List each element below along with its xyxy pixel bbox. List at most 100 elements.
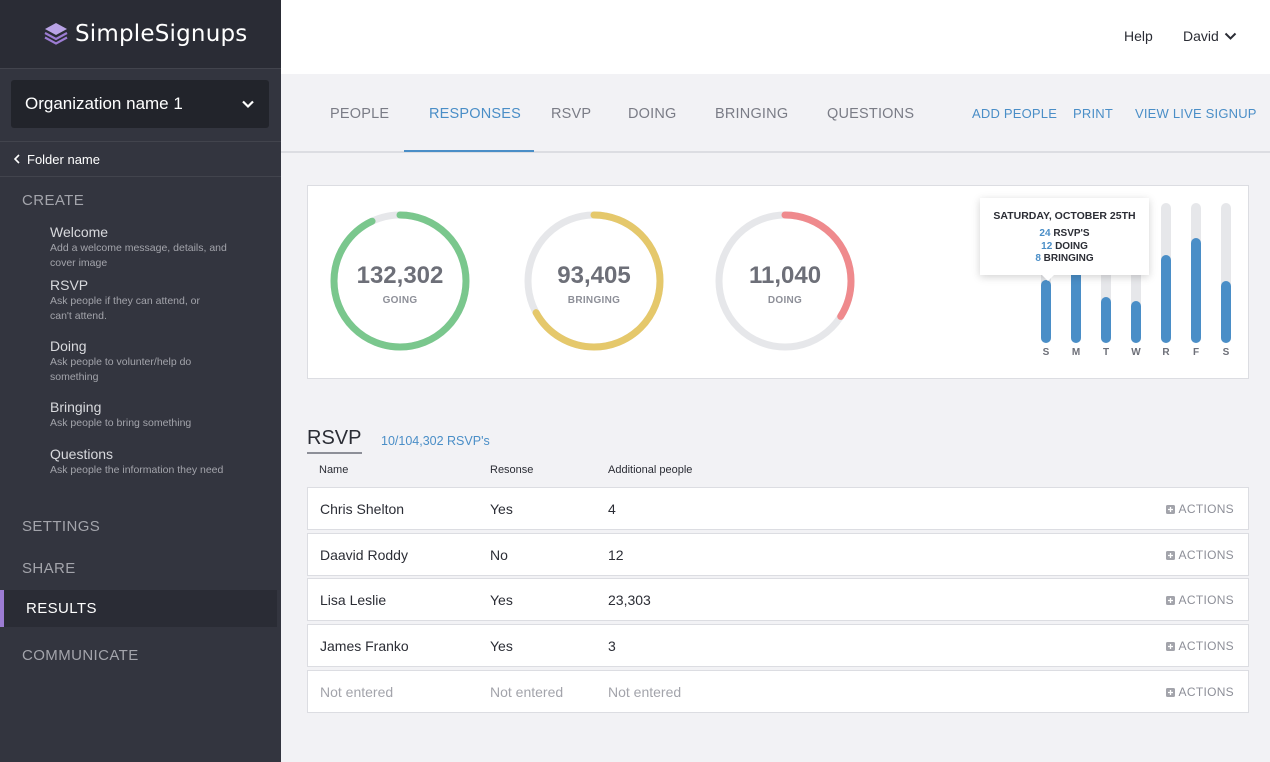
- column-header-name[interactable]: Name: [319, 464, 349, 476]
- folder-back-link[interactable]: Folder name: [0, 142, 281, 177]
- sidebar-item-welcome[interactable]: Welcome Add a welcome message, details, …: [0, 224, 281, 271]
- actions-button[interactable]: ACTIONS: [1165, 502, 1234, 516]
- sidebar-item-desc: Add a welcome message, details, and cove…: [50, 242, 227, 269]
- bar-4: [1161, 255, 1171, 343]
- view-live-signup-link[interactable]: VIEW LIVE SIGNUP: [1135, 106, 1257, 121]
- tooltip-line: 12 DOING: [980, 241, 1149, 254]
- sidebar-item-desc: Ask people to bring something: [50, 417, 192, 429]
- cell-response: Yes: [490, 638, 513, 654]
- column-header-response[interactable]: Resonse: [490, 464, 534, 476]
- table-row: Daavid Roddy No 12 ACTIONS: [307, 533, 1249, 576]
- bar-day-label: S: [1042, 347, 1050, 358]
- tooltip-date: SATURDAY, OCTOBER 25TH: [993, 210, 1136, 222]
- folder-name: Folder name: [27, 151, 100, 167]
- table-row: Not entered Not entered Not entered ACTI…: [307, 670, 1249, 713]
- tab-rsvp[interactable]: RSVP: [551, 106, 592, 122]
- cell-name: Chris Shelton: [320, 501, 405, 517]
- bar-track[interactable]: [1221, 203, 1231, 343]
- bar-5: [1191, 238, 1201, 343]
- sidebar-item-title: Welcome: [50, 224, 109, 240]
- stat-value: 132,302: [356, 262, 444, 289]
- nav-settings[interactable]: SETTINGS: [22, 518, 101, 535]
- tab-doing[interactable]: DOING: [628, 106, 677, 122]
- user-menu[interactable]: David: [1183, 28, 1237, 44]
- tab-questions[interactable]: QUESTIONS: [827, 106, 915, 122]
- tooltip-label: DOING: [1055, 240, 1088, 252]
- sidebar-item-desc: Ask people to volunter/help do something: [50, 356, 192, 383]
- actions-button[interactable]: ACTIONS: [1165, 639, 1234, 653]
- cell-additional: 4: [608, 501, 616, 517]
- bar-3: [1131, 301, 1141, 343]
- tab-people[interactable]: PEOPLE: [330, 106, 390, 122]
- sidebar-item-title: RSVP: [50, 277, 89, 293]
- chevron-left-icon: [14, 154, 20, 164]
- bar-day-label: M: [1071, 347, 1081, 358]
- bar-1: [1071, 269, 1081, 343]
- cell-additional: 3: [608, 638, 616, 654]
- tab-bar: PEOPLE RESPONSES RSVP DOING BRINGING QUE…: [281, 74, 1270, 153]
- sidebar-item-desc: Ask people if they can attend, or can't …: [50, 295, 201, 322]
- bar-day-label: S: [1222, 347, 1230, 358]
- cell-response: Yes: [490, 501, 513, 517]
- cell-name: Not entered: [320, 684, 394, 700]
- add-people-link[interactable]: ADD PEOPLE: [972, 106, 1058, 121]
- nav-create[interactable]: CREATE: [22, 192, 85, 209]
- cell-additional: 12: [608, 547, 624, 563]
- nav-results[interactable]: RESULTS: [0, 590, 277, 627]
- actions-button[interactable]: ACTIONS: [1165, 548, 1234, 562]
- rsvp-count: 10/104,302 RSVP's: [381, 434, 490, 448]
- actions-button[interactable]: ACTIONS: [1165, 593, 1234, 607]
- chevron-down-icon: [242, 100, 254, 109]
- organization-select[interactable]: Organization name 1: [11, 80, 269, 128]
- rsvp-heading-underline: [307, 452, 362, 454]
- sidebar-item-doing[interactable]: Doing Ask people to volunter/help do som…: [0, 338, 281, 385]
- tab-bringing[interactable]: BRINGING: [715, 106, 789, 122]
- actions-label: ACTIONS: [1178, 502, 1234, 516]
- actions-label: ACTIONS: [1178, 639, 1234, 653]
- top-bar: Help David: [281, 0, 1270, 74]
- sidebar-item-questions[interactable]: Questions Ask people the information the…: [0, 446, 281, 478]
- tooltip-count: 24: [1039, 228, 1051, 239]
- help-link[interactable]: Help: [1124, 28, 1153, 44]
- cell-response: No: [490, 547, 508, 563]
- nav-communicate[interactable]: COMMUNICATE: [22, 647, 139, 664]
- tab-responses[interactable]: RESPONSES: [429, 106, 522, 122]
- stat-doing: 11,040 DOING: [713, 209, 857, 353]
- progress-arc: [524, 211, 664, 351]
- nav-share[interactable]: SHARE: [22, 560, 76, 577]
- cell-response: Not entered: [490, 684, 564, 700]
- sidebar-item-bringing[interactable]: Bringing Ask people to bring something: [0, 399, 281, 431]
- cell-additional: Not entered: [608, 684, 682, 700]
- bar-track[interactable]: [1161, 203, 1171, 343]
- logo[interactable]: SimpleSignups: [0, 0, 281, 69]
- bar-day-label: T: [1102, 347, 1110, 358]
- actions-button[interactable]: ACTIONS: [1165, 685, 1234, 699]
- sidebar-item-title: Bringing: [50, 399, 102, 415]
- sidebar-item-rsvp[interactable]: RSVP Ask people if they can attend, or c…: [0, 277, 281, 324]
- bar-6: [1221, 281, 1231, 343]
- plus-icon: [1165, 595, 1175, 605]
- logo-icon: [44, 23, 68, 45]
- progress-arc: [330, 211, 470, 351]
- tooltip-count: 12: [1041, 240, 1053, 252]
- stat-value: 11,040: [748, 262, 822, 289]
- table-row: James Franko Yes 3 ACTIONS: [307, 624, 1249, 667]
- chart-tooltip: SATURDAY, OCTOBER 25TH 24 RSVP'S 12 DOIN…: [980, 198, 1149, 281]
- progress-ring: [715, 211, 855, 351]
- tooltip-line: 8 BRINGING: [980, 253, 1149, 266]
- sidebar-item-title: Questions: [50, 446, 114, 462]
- tooltip-count: 8: [1035, 253, 1041, 264]
- sidebar-item-desc: Ask people the information they need: [50, 464, 224, 476]
- plus-icon: [1165, 687, 1175, 697]
- bar-day-label: F: [1192, 347, 1200, 358]
- bar-track[interactable]: [1191, 203, 1201, 343]
- column-header-additional[interactable]: Additional people: [608, 464, 693, 476]
- tooltip-line: 24 RSVP'S: [980, 228, 1149, 241]
- actions-label: ACTIONS: [1178, 548, 1234, 562]
- print-link[interactable]: PRINT: [1073, 106, 1113, 121]
- sidebar: SimpleSignups Organization name 1 Folder…: [0, 0, 281, 762]
- stat-label: BRINGING: [567, 295, 621, 306]
- organization-name: Organization name 1: [25, 94, 183, 113]
- table-row: Chris Shelton Yes 4 ACTIONS: [307, 487, 1249, 530]
- bar-0: [1041, 280, 1051, 343]
